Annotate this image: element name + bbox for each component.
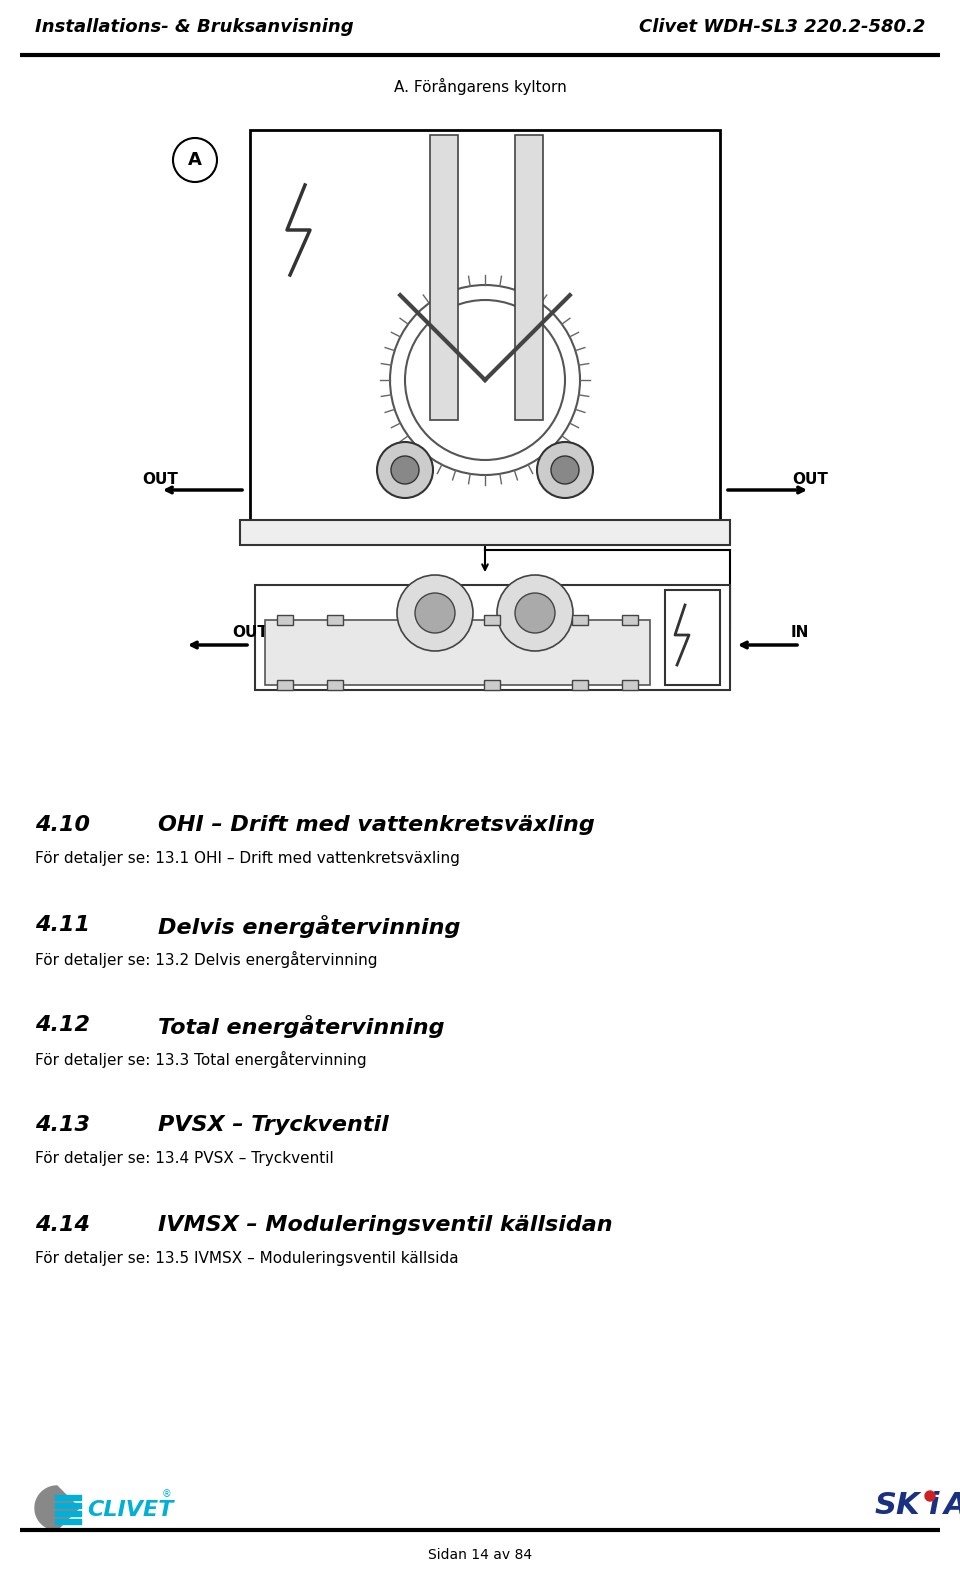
Text: Total energåtervinning: Total energåtervinning bbox=[158, 1015, 444, 1039]
Circle shape bbox=[497, 575, 573, 651]
Text: A: A bbox=[188, 151, 202, 168]
Text: PVSX – Tryckventil: PVSX – Tryckventil bbox=[158, 1115, 389, 1135]
Text: OHI – Drift med vattenkretsväxling: OHI – Drift med vattenkretsväxling bbox=[158, 815, 595, 835]
Bar bbox=[572, 615, 588, 626]
Circle shape bbox=[377, 441, 433, 499]
Polygon shape bbox=[57, 1486, 79, 1529]
Text: För detaljer se: 13.2 Delvis energåtervinning: För detaljer se: 13.2 Delvis energåtervi… bbox=[35, 951, 377, 969]
Text: 4.13: 4.13 bbox=[35, 1115, 90, 1135]
Text: För detaljer se: 13.1 OHI – Drift med vattenkretsväxling: För detaljer se: 13.1 OHI – Drift med va… bbox=[35, 851, 460, 865]
Text: CLIVET: CLIVET bbox=[87, 1501, 174, 1520]
Bar bbox=[327, 615, 343, 626]
Text: Sidan 14 av 84: Sidan 14 av 84 bbox=[428, 1548, 532, 1563]
Bar bbox=[622, 615, 638, 626]
Text: För detaljer se: 13.5 IVMSX – Moduleringsventil källsida: För detaljer se: 13.5 IVMSX – Modulering… bbox=[35, 1251, 459, 1266]
Text: Installations- & Bruksanvisning: Installations- & Bruksanvisning bbox=[35, 17, 353, 37]
Bar bbox=[265, 619, 650, 684]
Bar bbox=[240, 519, 730, 545]
Bar bbox=[665, 591, 720, 684]
Circle shape bbox=[925, 1491, 935, 1501]
Bar bbox=[327, 680, 343, 691]
Circle shape bbox=[415, 592, 455, 634]
Text: i: i bbox=[928, 1491, 939, 1520]
Bar bbox=[622, 680, 638, 691]
Text: SK: SK bbox=[875, 1491, 920, 1520]
Bar bbox=[484, 680, 500, 691]
Polygon shape bbox=[35, 1486, 57, 1529]
Text: Delvis energåtervinning: Delvis energåtervinning bbox=[158, 915, 461, 939]
Text: OUT: OUT bbox=[792, 472, 828, 488]
Text: För detaljer se: 13.4 PVSX – Tryckventil: För detaljer se: 13.4 PVSX – Tryckventil bbox=[35, 1151, 334, 1166]
Bar bbox=[255, 584, 730, 691]
Bar bbox=[277, 680, 293, 691]
Circle shape bbox=[515, 592, 555, 634]
Text: 4.12: 4.12 bbox=[35, 1015, 90, 1035]
Text: IN: IN bbox=[791, 626, 809, 640]
Bar bbox=[484, 615, 500, 626]
Text: IVMSX – Moduleringsventil källsidan: IVMSX – Moduleringsventil källsidan bbox=[158, 1215, 612, 1235]
Text: För detaljer se: 13.3 Total energåtervinning: För detaljer se: 13.3 Total energåtervin… bbox=[35, 1051, 367, 1069]
Circle shape bbox=[391, 456, 419, 484]
Circle shape bbox=[173, 138, 217, 183]
Text: ®: ® bbox=[162, 1490, 172, 1499]
Text: AB: AB bbox=[944, 1491, 960, 1520]
Text: 4.11: 4.11 bbox=[35, 915, 90, 935]
Bar bbox=[430, 135, 458, 419]
Text: A. Förångarens kyltorn: A. Förångarens kyltorn bbox=[394, 78, 566, 95]
Text: 4.14: 4.14 bbox=[35, 1215, 90, 1235]
Circle shape bbox=[397, 575, 473, 651]
Circle shape bbox=[537, 441, 593, 499]
Bar bbox=[277, 615, 293, 626]
Text: 4.10: 4.10 bbox=[35, 815, 90, 835]
Text: OUT: OUT bbox=[232, 626, 268, 640]
Bar bbox=[250, 130, 720, 519]
Text: OUT: OUT bbox=[142, 472, 178, 488]
Bar bbox=[515, 135, 543, 419]
Bar bbox=[572, 680, 588, 691]
Text: Clivet WDH-SL3 220.2-580.2: Clivet WDH-SL3 220.2-580.2 bbox=[638, 17, 925, 37]
Circle shape bbox=[551, 456, 579, 484]
